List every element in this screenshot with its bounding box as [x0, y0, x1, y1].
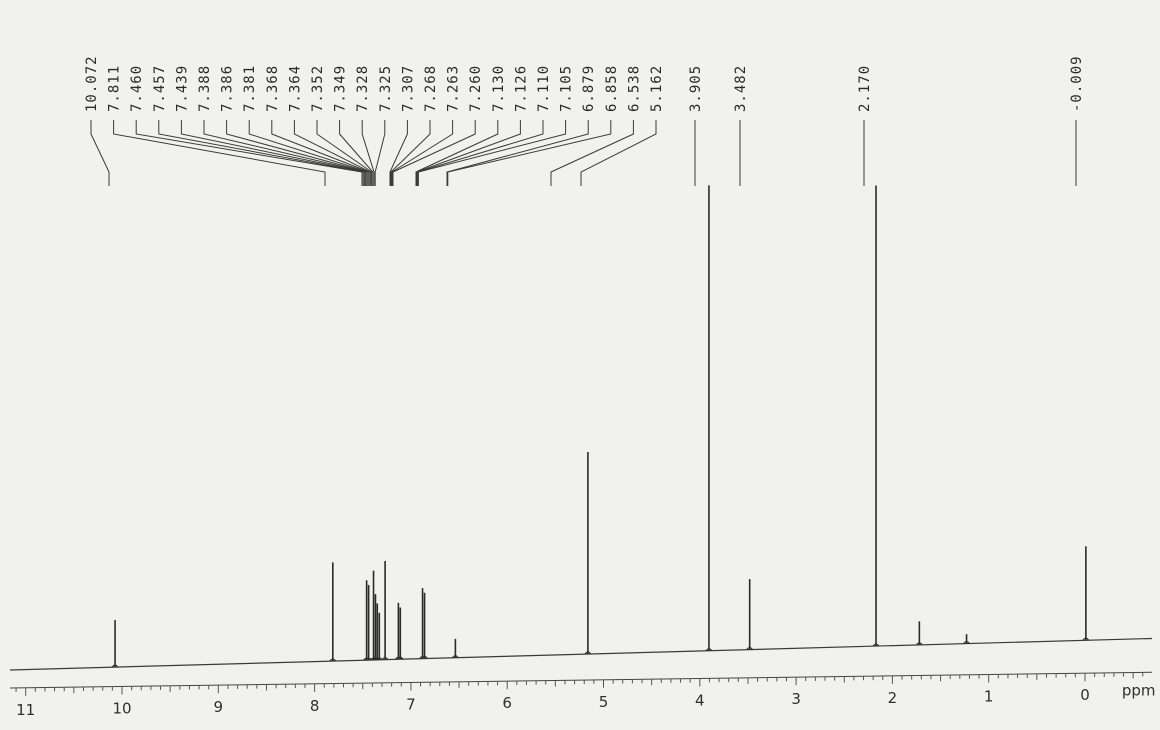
peak-label-25: 5.162: [649, 65, 665, 112]
x-tick-label: 8: [310, 697, 320, 715]
peak-leader-6: [226, 120, 368, 186]
spectrum-peak-base-10: [396, 656, 404, 660]
peak-leader-19: [416, 120, 521, 186]
peak-leader-5: [203, 120, 367, 186]
spectrum-peak-base-1: [329, 658, 337, 662]
peak-label-16: 7.263: [446, 65, 462, 112]
x-tick-label: 2: [888, 689, 898, 707]
spectrum-peak-base-20: [1082, 637, 1090, 641]
peak-leader-23: [447, 120, 612, 186]
peak-label-24: 6.538: [626, 65, 642, 112]
peak-label-3: 7.457: [152, 65, 168, 112]
peak-leader-8: [271, 120, 370, 186]
spectrum-peak-base-16: [746, 647, 754, 650]
spectrum-peak-base-17: [872, 643, 880, 647]
peak-leader-22: [446, 120, 589, 186]
peak-leader-0: [90, 120, 110, 186]
peak-label-27: 3.482: [733, 65, 749, 112]
peak-leader-16: [391, 120, 454, 186]
peak-label-4: 7.439: [174, 65, 190, 112]
peak-label-13: 7.325: [378, 65, 394, 112]
peak-label-0: 10.072: [84, 55, 100, 112]
peak-label-11: 7.349: [333, 65, 349, 112]
peak-leader-11: [339, 120, 374, 186]
peak-leader-14: [389, 120, 408, 186]
peak-label-8: 7.368: [265, 65, 281, 112]
x-axis-unit-label: ppm: [1122, 682, 1156, 700]
peak-label-22: 6.879: [581, 65, 597, 112]
peak-label-9: 7.364: [287, 65, 303, 112]
spectrum-peak-base-12: [421, 656, 428, 659]
peak-label-14: 7.307: [400, 65, 416, 112]
peak-label-19: 7.126: [513, 65, 529, 112]
x-axis-line: [9, 671, 1153, 689]
peak-label-5: 7.388: [197, 65, 213, 112]
peak-leader-4: [180, 120, 365, 186]
spectrum-peak-base-15: [705, 648, 713, 652]
x-tick-label: 9: [214, 698, 224, 716]
peak-leader-21: [417, 120, 567, 186]
x-tick-label: 3: [791, 690, 801, 708]
peak-label-20: 7.110: [536, 65, 552, 112]
spectrum-peak-base-0: [111, 664, 119, 668]
peak-label-6: 7.386: [220, 65, 236, 112]
peak-leader-15: [390, 120, 431, 186]
x-tick-label: 1: [984, 687, 994, 705]
peak-label-7: 7.381: [242, 65, 258, 112]
peak-leader-10: [316, 120, 373, 186]
x-tick-label: 11: [16, 701, 35, 719]
peak-leader-3: [158, 120, 364, 186]
spectrum-peak-base-18: [915, 642, 923, 646]
peak-label-2: 7.460: [129, 65, 145, 112]
peak-label-29: -0.009: [1069, 55, 1085, 112]
x-tick-label: 4: [695, 691, 705, 709]
peak-leader-17: [392, 120, 476, 186]
peak-leader-1: [113, 120, 326, 186]
spectrum-peak-base-14: [584, 651, 592, 655]
peak-label-21: 7.105: [559, 65, 575, 112]
peak-label-28: 2.170: [857, 65, 873, 112]
peak-leader-9: [293, 120, 371, 186]
spectrum-layer: [9, 185, 1153, 671]
peak-label-18: 7.130: [491, 65, 507, 112]
peak-leader-12: [361, 120, 375, 186]
x-tick-label: 0: [1080, 686, 1090, 704]
spectrum-peak-base-19: [963, 641, 970, 644]
peak-label-10: 7.352: [310, 65, 326, 112]
peak-label-layer: 10.072 7.811 7.460 7.457 7.439 7.388 7.386 7.38…: [84, 55, 1085, 186]
peak-label-23: 6.858: [604, 65, 620, 112]
peak-label-15: 7.268: [423, 65, 439, 112]
peak-label-26: 3.905: [688, 65, 704, 112]
peak-label-12: 7.328: [355, 65, 371, 112]
peak-label-17: 7.260: [468, 65, 484, 112]
peak-leader-24: [550, 120, 634, 186]
peak-leader-25: [580, 120, 657, 186]
spectrum-peak-base-8: [381, 657, 389, 660]
x-tick-label: 6: [502, 694, 512, 712]
peak-label-1: 7.811: [107, 65, 123, 112]
x-tick-label: 5: [599, 693, 609, 711]
spectrum-peak-base-13: [451, 655, 459, 659]
peak-leader-18: [415, 120, 499, 186]
peak-leader-7: [248, 120, 369, 186]
peak-leader-2: [135, 120, 363, 186]
x-tick-label: 10: [112, 699, 131, 717]
x-tick-label: 7: [406, 695, 416, 713]
peak-leader-13: [374, 120, 386, 186]
peak-leader-20: [417, 120, 544, 186]
spectrum-baseline: [9, 637, 1153, 671]
x-axis: 11 10 9 8 7 6 5 4 3 2 1 0 ppm: [9, 671, 1156, 719]
